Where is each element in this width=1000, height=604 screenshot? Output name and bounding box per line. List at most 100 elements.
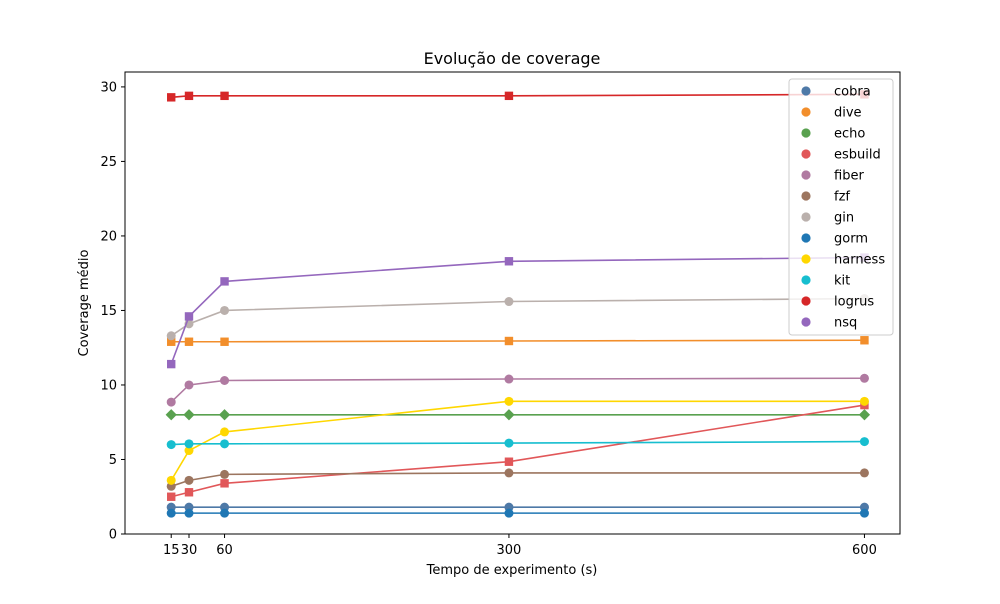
legend-marker: [801, 275, 811, 285]
data-point-logrus: [184, 91, 194, 101]
legend-label: gorm: [834, 232, 868, 247]
data-point-kit: [220, 439, 230, 449]
data-point-echo: [858, 409, 871, 421]
legend-marker: [801, 107, 811, 117]
data-point-gin: [166, 331, 176, 341]
series-kit: [166, 437, 869, 450]
y-tick-label: 30: [100, 80, 117, 95]
legend-item-fzf: fzf: [801, 190, 850, 205]
plot-frame: [124, 71, 901, 535]
data-point-dive: [220, 337, 229, 346]
x-tick-label: 600: [852, 543, 877, 558]
legend-marker: [801, 296, 811, 306]
series-fiber: [166, 373, 869, 407]
y-tick-label: 20: [100, 229, 117, 244]
legend-item-esbuild: esbuild: [801, 148, 881, 163]
legend-marker: [801, 212, 811, 222]
legend-label: cobra: [834, 85, 871, 100]
legend-item-gin: gin: [801, 211, 854, 226]
legend-item-gorm: gorm: [801, 232, 868, 247]
legend-marker: [801, 191, 811, 201]
data-point-fiber: [504, 374, 514, 384]
legend-item-echo: echo: [801, 127, 865, 142]
data-point-fiber: [166, 397, 176, 407]
legend-label: echo: [834, 127, 865, 142]
legend-marker: [801, 233, 811, 243]
data-point-esbuild: [184, 488, 194, 497]
legend-label: harness: [834, 253, 885, 268]
data-point-kit: [166, 440, 176, 450]
legend-label: nsq: [834, 316, 857, 331]
legend-item-kit: kit: [801, 274, 850, 289]
data-point-fzf: [859, 468, 869, 478]
data-point-nsq: [167, 359, 176, 369]
y-tick-label: 0: [109, 528, 117, 543]
legend-label: fzf: [834, 190, 850, 205]
series-fzf: [166, 468, 869, 491]
x-axis: 15 30 60 300 600: [163, 534, 877, 558]
legend-label: esbuild: [834, 148, 881, 163]
x-tick-label: 30: [181, 543, 198, 558]
data-point-kit: [184, 439, 194, 449]
data-point-fzf: [504, 468, 514, 478]
data-point-gorm: [859, 508, 869, 518]
data-point-logrus: [167, 93, 176, 102]
data-point-harness: [166, 475, 176, 485]
legend-item-harness: harness: [801, 253, 885, 268]
legend-label: kit: [834, 274, 850, 289]
data-point-fzf: [220, 469, 230, 479]
legend-marker: [801, 317, 811, 327]
y-axis-label: Coverage médio: [77, 250, 92, 357]
legend-item-nsq: nsq: [801, 316, 857, 331]
data-point-kit: [504, 438, 514, 448]
x-axis-label: Tempo de experimento (s): [426, 563, 598, 578]
y-tick-label: 5: [109, 453, 117, 468]
data-point-fiber: [220, 375, 230, 385]
y-axis: 0 5 10 15 20 25 30: [100, 80, 125, 543]
data-point-harness: [220, 427, 230, 437]
data-point-harness: [184, 446, 194, 456]
y-tick-label: 25: [100, 155, 117, 170]
series-gorm: [166, 508, 869, 518]
legend-item-fiber: fiber: [801, 169, 864, 184]
legend-label: gin: [834, 211, 854, 226]
legend-item-dive: dive: [801, 106, 862, 121]
data-point-dive: [184, 337, 194, 346]
legend-marker: [801, 128, 811, 138]
data-point-gorm: [166, 508, 176, 518]
data-point-gorm: [184, 508, 194, 518]
data-point-gorm: [220, 508, 230, 518]
legend-marker: [801, 170, 811, 180]
data-point-kit: [859, 437, 869, 447]
data-point-echo: [183, 409, 195, 421]
data-point-echo: [503, 409, 515, 421]
data-point-esbuild: [220, 479, 229, 488]
legend-marker: [801, 149, 811, 159]
data-point-gin: [220, 305, 230, 315]
data-point-harness: [504, 396, 514, 406]
data-point-fzf: [184, 475, 194, 485]
data-point-gin: [504, 297, 514, 307]
series-layer: [165, 90, 871, 518]
legend-label: dive: [834, 106, 862, 121]
x-tick-label: 15: [163, 543, 180, 558]
legend-marker: [801, 254, 811, 264]
series-harness: [166, 396, 869, 485]
data-point-logrus: [220, 91, 229, 101]
data-point-dive: [860, 336, 869, 345]
data-point-nsq: [184, 312, 194, 321]
data-point-esbuild: [167, 492, 176, 501]
data-point-echo: [218, 409, 231, 421]
data-point-gorm: [504, 508, 514, 518]
data-point-nsq: [220, 277, 229, 286]
data-point-logrus: [504, 91, 514, 101]
data-point-nsq: [504, 257, 514, 266]
data-point-echo: [165, 409, 177, 421]
data-point-dive: [504, 336, 514, 346]
legend-label: logrus: [834, 295, 874, 310]
y-tick-label: 10: [100, 378, 117, 393]
data-point-esbuild: [504, 457, 514, 466]
legend-marker: [801, 86, 811, 96]
legend-label: fiber: [834, 169, 864, 184]
